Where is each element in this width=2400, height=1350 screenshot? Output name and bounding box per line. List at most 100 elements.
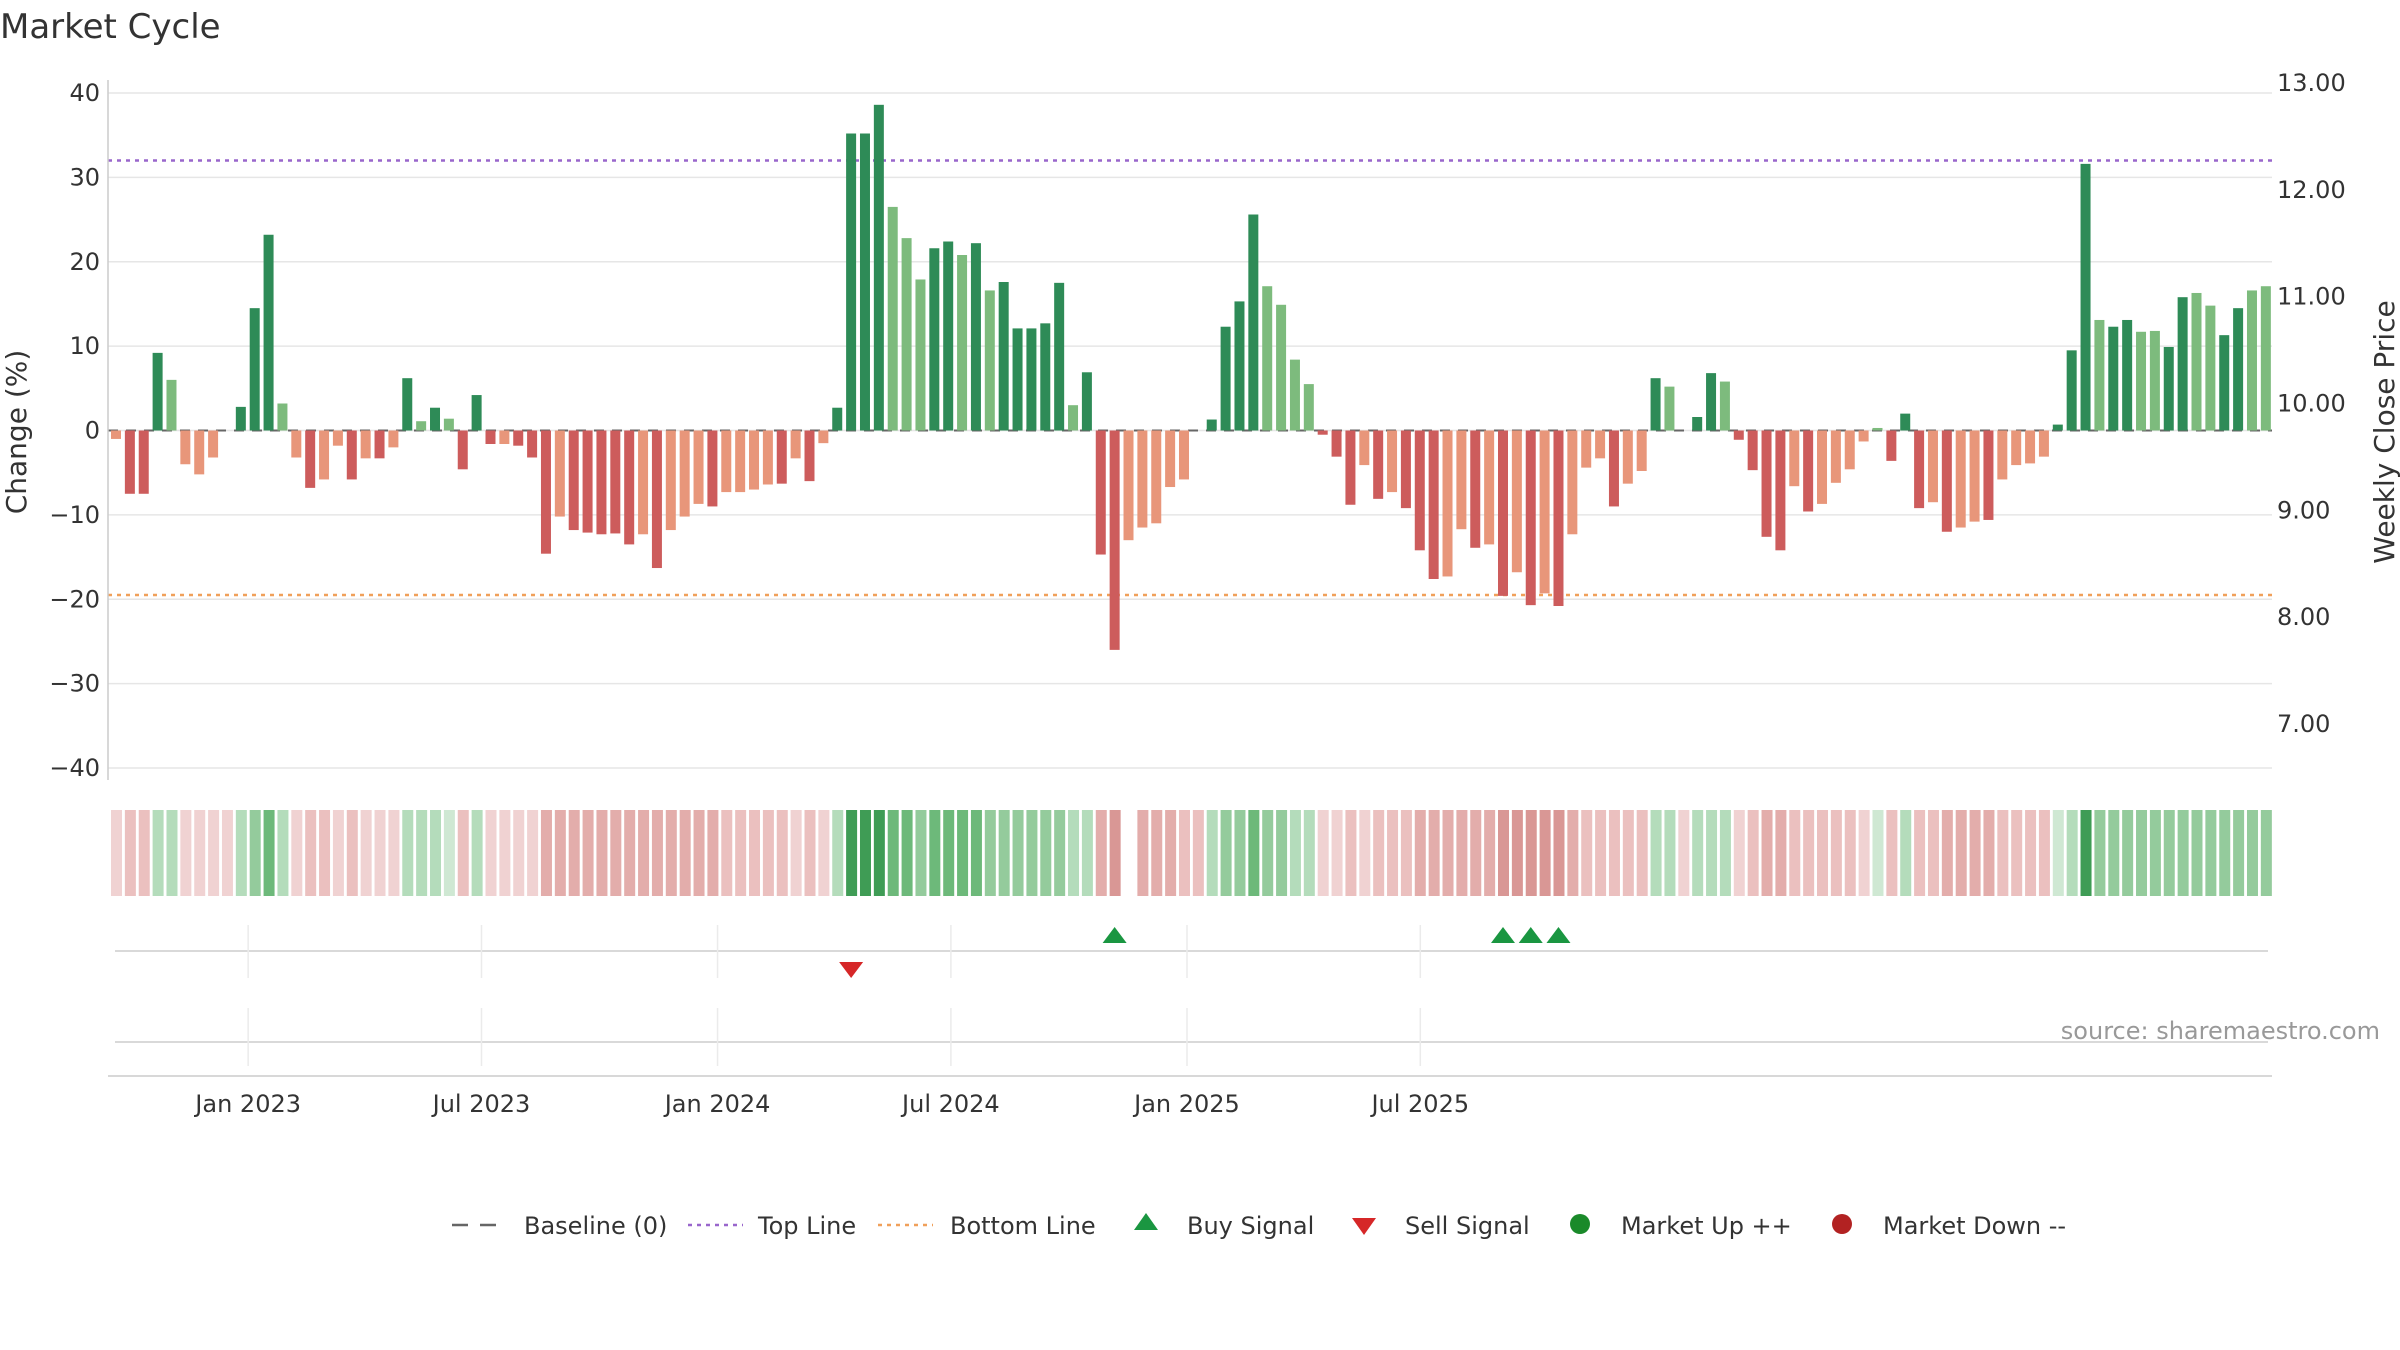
bar (1165, 430, 1176, 488)
heat-cell (665, 810, 677, 896)
heat-cell (1040, 810, 1052, 896)
bar (1733, 430, 1744, 440)
bar (1955, 430, 1966, 528)
bar (887, 206, 898, 431)
heat-cell (499, 810, 511, 896)
bar (1054, 282, 1065, 431)
heat-cell (291, 810, 303, 896)
bar (1706, 373, 1717, 431)
heat-cell (2011, 810, 2023, 896)
bar (846, 133, 857, 431)
bar (1068, 405, 1079, 431)
bar (2025, 430, 2036, 464)
bar (2219, 335, 2230, 431)
heat-cell (1165, 810, 1177, 896)
x-tick-label: Jul 2023 (431, 1090, 531, 1118)
heat-cell (388, 810, 400, 896)
legend-label: Buy Signal (1187, 1212, 1314, 1240)
bar (1040, 323, 1051, 431)
y-tick-label: −30 (49, 670, 100, 698)
bar (360, 430, 371, 459)
bar (1969, 430, 1980, 522)
heat-cell (707, 810, 719, 896)
bar (1262, 286, 1273, 431)
bar (1983, 430, 1994, 520)
heat-cell (832, 810, 844, 896)
heat-cell (513, 810, 525, 896)
bar (1345, 430, 1356, 505)
bar (2177, 297, 2188, 431)
heat-cell (1331, 810, 1343, 896)
bar (235, 406, 246, 431)
heat-cell (194, 810, 206, 896)
heat-cell (1206, 810, 1218, 896)
heat-cell (1109, 810, 1121, 896)
heat-cell (846, 810, 858, 896)
bar (485, 430, 496, 444)
heat-cell (2038, 810, 2050, 896)
axes: 40 30 20 10 0 −10 −20 −30 −40 13.00 12.00 11.00 10.0… (49, 69, 2345, 1118)
legend-item: Buy Signal (1134, 1212, 1314, 1240)
bar (2108, 326, 2119, 431)
legend-label: Market Down -- (1883, 1212, 2066, 1240)
bar (402, 378, 413, 431)
bar (859, 133, 870, 431)
heat-cell (984, 810, 996, 896)
heat-cell (915, 810, 927, 896)
bar (152, 352, 163, 431)
bar (1900, 413, 1911, 431)
bar (1442, 430, 1453, 577)
bar (1206, 419, 1217, 431)
heat-cell (1373, 810, 1385, 896)
legend-label: Bottom Line (950, 1212, 1096, 1240)
heat-cell (1192, 810, 1204, 896)
heat-cell (1026, 810, 1038, 896)
y-axis-label: Change (%) (0, 350, 33, 515)
heat-cell (1012, 810, 1024, 896)
bar (319, 430, 330, 480)
heat-cell (1608, 810, 1620, 896)
heat-cell (1595, 810, 1607, 896)
heat-cell (1317, 810, 1329, 896)
heat-cell (2080, 810, 2092, 896)
x-tick-label: Jan 2025 (1132, 1090, 1240, 1118)
heat-cell (277, 810, 289, 896)
y-tick-label: 20 (69, 248, 100, 276)
heat-cell (1262, 810, 1274, 896)
heat-cell (180, 810, 192, 896)
heat-cell (638, 810, 650, 896)
heat-cell (998, 810, 1010, 896)
heat-cell (402, 810, 414, 896)
bar (1012, 328, 1023, 431)
heat-cell (790, 810, 802, 896)
heat-cell (1081, 810, 1093, 896)
heat-cell (374, 810, 386, 896)
bar (804, 430, 815, 482)
bar (430, 407, 441, 431)
bar (540, 430, 551, 554)
heat-cell (1706, 810, 1718, 896)
bar (2163, 346, 2174, 431)
heat-cell (235, 810, 247, 896)
bar (138, 430, 149, 494)
heat-cell (1844, 810, 1856, 896)
bar (2038, 430, 2049, 457)
heat-cell (1941, 810, 1953, 896)
legend-item: Market Down -- (1832, 1212, 2066, 1240)
heat-cell (166, 810, 178, 896)
heat-cell (1525, 810, 1537, 896)
heat-cell (527, 810, 539, 896)
y2-axis-label: Weekly Close Price (2368, 300, 2400, 563)
heat-cell (1955, 810, 1967, 896)
heat-cell (1511, 810, 1523, 896)
heat-cell (221, 810, 233, 896)
heat-cell (721, 810, 733, 896)
heat-cell (957, 810, 969, 896)
heat-cell (1345, 810, 1357, 896)
bar (1220, 326, 1231, 431)
heat-cell (124, 810, 136, 896)
bar (1650, 378, 1661, 431)
heat-cell (901, 810, 913, 896)
bar (2094, 319, 2105, 431)
bar (929, 248, 940, 431)
